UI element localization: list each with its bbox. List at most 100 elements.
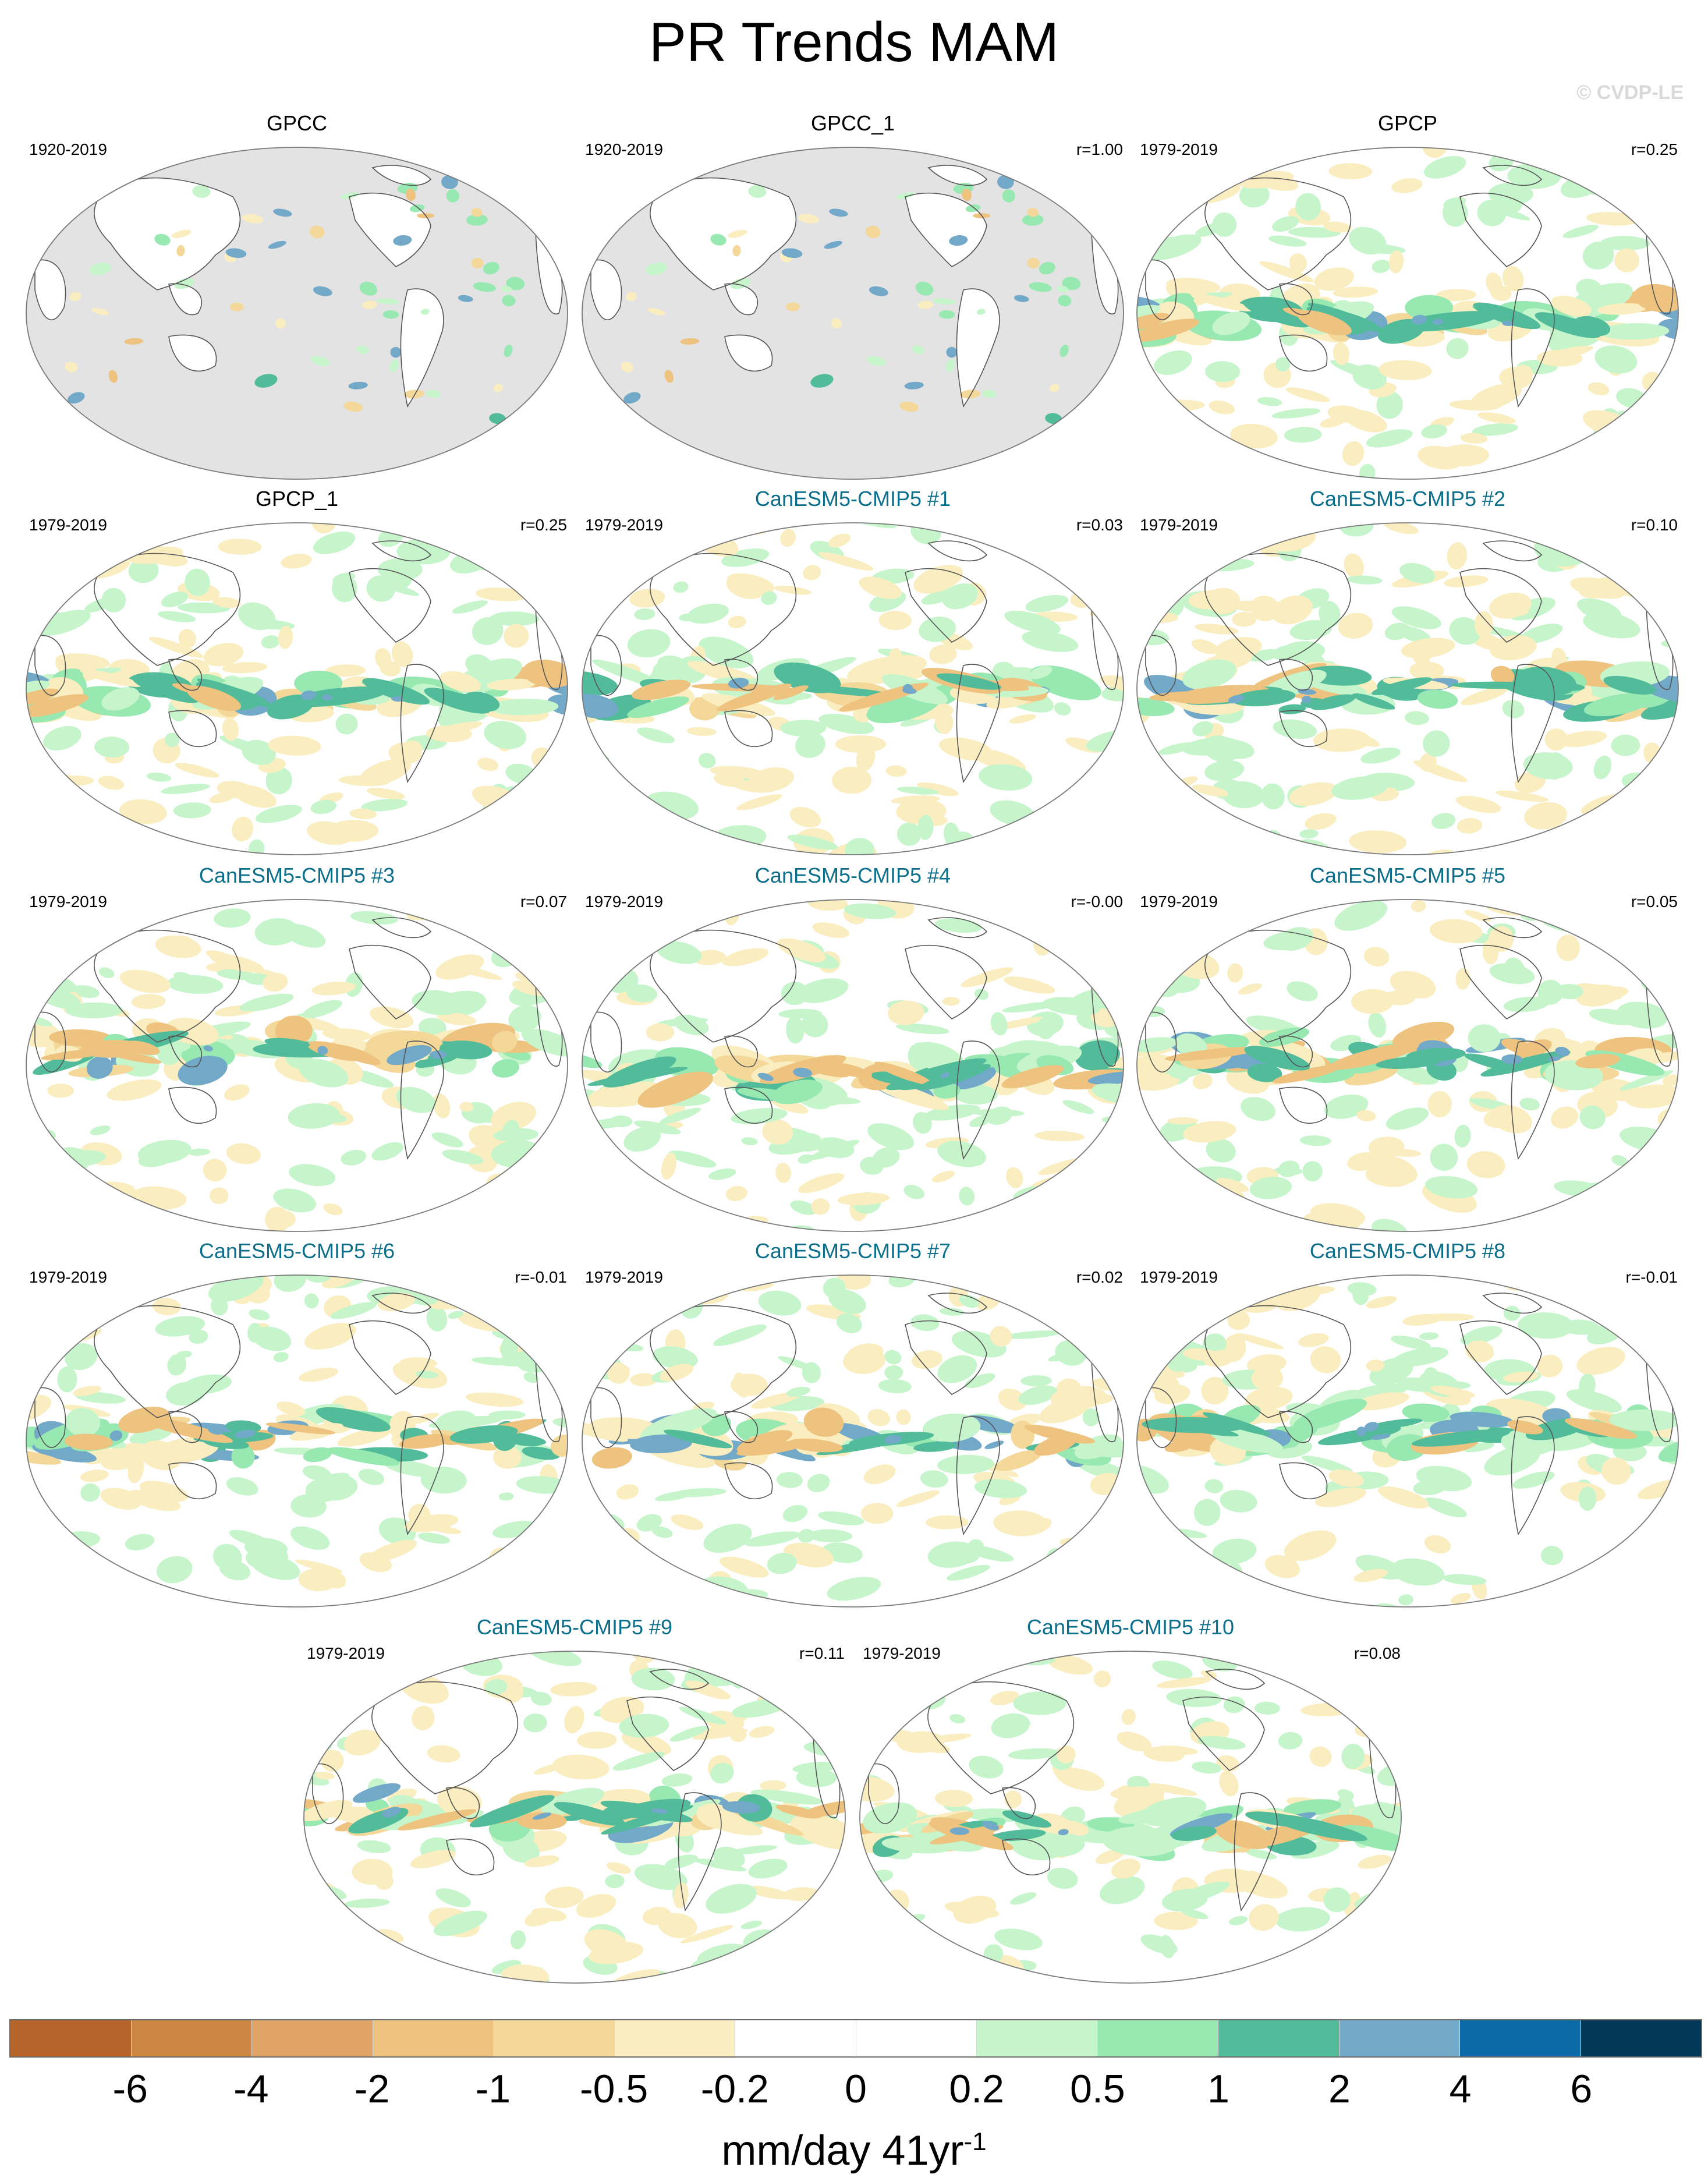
- trend-patch: [990, 1326, 1012, 1347]
- trend-patch: [998, 1388, 1027, 1411]
- map-border: [1136, 899, 1679, 1232]
- trend-patch: [508, 1004, 541, 1033]
- trend-patch: [391, 641, 413, 667]
- trend-patch: [164, 732, 180, 748]
- trend-patch: [1289, 782, 1338, 806]
- trend-patch: [523, 1372, 539, 1383]
- trend-patch: [837, 1192, 890, 1206]
- trend-patch: [1137, 207, 1162, 219]
- trend-patch: [410, 1850, 456, 1868]
- trend-patch: [1551, 466, 1594, 479]
- trend-patch: [1170, 1291, 1198, 1306]
- trend-patch: [490, 1102, 537, 1131]
- trend-patch: [582, 1585, 629, 1598]
- trend-patch: [721, 523, 747, 535]
- trend-patch: [1100, 1876, 1145, 1904]
- coastline: [650, 929, 797, 1043]
- colorbar-tick-label: -0.5: [580, 2067, 649, 2111]
- trend-patch: [994, 1928, 1043, 1950]
- coastline: [956, 664, 1000, 784]
- colorbar-box: [977, 2020, 1098, 2056]
- panel-correlation: r=-0.01: [1625, 1268, 1678, 1286]
- trend-patch: [1137, 937, 1182, 965]
- coastline: [1279, 710, 1328, 748]
- trend-patch: [374, 1872, 394, 1890]
- trend-patch: [1391, 1335, 1431, 1350]
- trend-patch: [1663, 1174, 1678, 1187]
- coastline: [1234, 1792, 1278, 1912]
- trend-patch: [504, 624, 529, 648]
- trend-patch: [687, 603, 729, 624]
- trend-patch: [939, 1308, 965, 1316]
- units-exponent: -1: [963, 2127, 987, 2156]
- trend-patch: [904, 381, 924, 390]
- trend-patch: [1287, 981, 1318, 1001]
- trend-patch: [1170, 905, 1195, 918]
- trend-patch: [26, 583, 51, 594]
- trend-patch: [671, 1514, 704, 1530]
- coastline: [1002, 1787, 1036, 1819]
- map-panel: CanESM5-CMIP5 #9 1979-2019 r=0.11: [301, 1614, 848, 1987]
- trend-patch: [989, 1829, 1046, 1842]
- trend-patch: [647, 307, 666, 316]
- panel-period: 1920-2019: [585, 140, 663, 158]
- trend-patch: [313, 1474, 358, 1501]
- trend-patch: [1364, 1422, 1379, 1432]
- trend-patch: [1110, 1121, 1124, 1134]
- trend-patch: [740, 1920, 763, 1929]
- coastline: [1204, 177, 1352, 291]
- trend-patch: [1057, 285, 1069, 293]
- trend-patch: [1603, 675, 1657, 695]
- trend-patch: [731, 1373, 768, 1396]
- trend-patch: [203, 1159, 227, 1182]
- land-area: [401, 289, 444, 406]
- trend-patch: [230, 302, 244, 311]
- coastline: [1279, 658, 1313, 691]
- panel-title: CanESM5-CMIP5 #7: [754, 1239, 951, 1263]
- trend-patch: [1192, 784, 1228, 797]
- trend-patch: [350, 911, 398, 925]
- trend-patch: [504, 344, 513, 357]
- trend-patch: [1466, 1151, 1505, 1178]
- trend-patch: [1654, 781, 1678, 803]
- trend-patch: [313, 286, 332, 296]
- trend-patch: [435, 1888, 471, 1907]
- trend-patch: [685, 1680, 731, 1700]
- trend-patch: [1002, 189, 1016, 203]
- map-panel: CanESM5-CMIP5 #5 1979-2019 r=0.05: [1134, 863, 1681, 1235]
- trend-patch: [1015, 822, 1040, 849]
- trend-patch: [827, 1893, 845, 1921]
- trend-patch: [1490, 1104, 1532, 1134]
- trend-patch: [1257, 397, 1282, 406]
- trend-patch: [1285, 387, 1330, 402]
- trend-patch: [527, 1651, 582, 1666]
- trend-patch: [1337, 1825, 1401, 1851]
- trend-patch: [1468, 1024, 1501, 1053]
- trend-patch: [132, 675, 200, 703]
- coastline: [724, 658, 758, 691]
- trend-patch: [747, 767, 794, 792]
- trend-patch: [1353, 1569, 1388, 1582]
- trend-patch: [239, 993, 294, 1012]
- colorbar-box: [1339, 2020, 1460, 2056]
- trend-patch: [389, 359, 399, 373]
- trend-patch: [322, 1275, 358, 1288]
- trend-patch: [954, 1084, 998, 1105]
- trend-patch: [774, 586, 812, 595]
- colorbar: [9, 2019, 1702, 2058]
- trend-patch: [448, 964, 502, 980]
- trend-patch: [936, 673, 1002, 690]
- trend-patch: [558, 1320, 568, 1348]
- trend-patch: [273, 1188, 316, 1213]
- trend-patch: [1353, 1705, 1379, 1723]
- trend-patch: [1435, 1184, 1458, 1195]
- trend-patch: [521, 1029, 568, 1057]
- trend-patch: [1511, 596, 1530, 616]
- trend-patch: [962, 189, 972, 201]
- trend-patch: [1087, 1071, 1124, 1085]
- coastline: [650, 177, 797, 291]
- panel-correlation: r=0.03: [1076, 516, 1123, 534]
- trend-patch: [442, 1149, 484, 1164]
- trend-patch: [1111, 780, 1124, 803]
- world-map: [1136, 899, 1679, 1232]
